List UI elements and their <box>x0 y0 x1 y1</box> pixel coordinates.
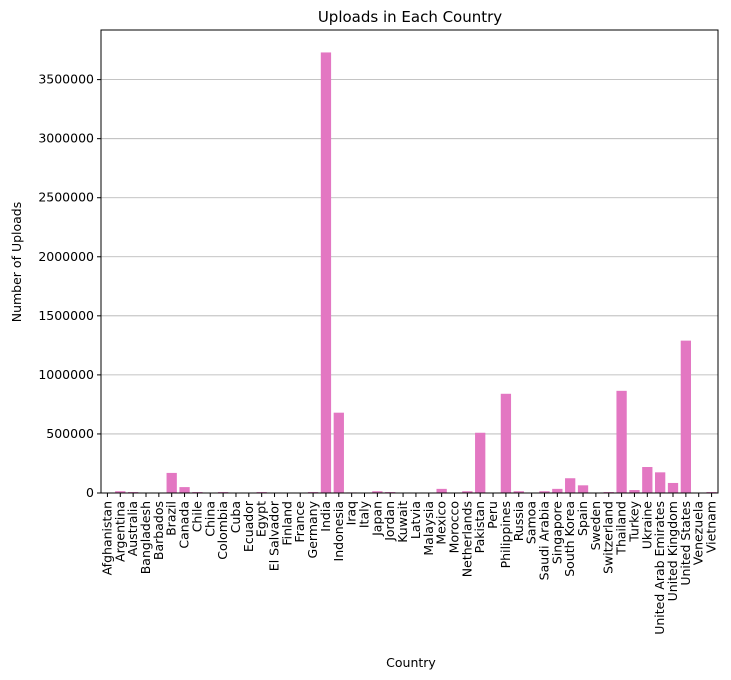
x-tick-label: Brazil <box>164 501 179 536</box>
y-gridlines <box>101 79 718 435</box>
x-tick-label: Ecuador <box>241 500 256 552</box>
x-axis-label: Country <box>386 655 436 670</box>
bar-argentina <box>115 491 126 493</box>
x-tick-label: Egypt <box>254 501 269 537</box>
x-tick-label: Argentina <box>112 501 127 562</box>
x-tick-label: Morocco <box>446 501 461 553</box>
y-tick-label: 2500000 <box>38 190 94 205</box>
x-tick-label: Peru <box>485 501 500 529</box>
y-tick-label: 1500000 <box>38 308 94 323</box>
y-tick-label: 2000000 <box>38 249 94 264</box>
x-tick-label: Japan <box>369 501 384 537</box>
x-tick-label: United Arab Emirates <box>652 501 667 635</box>
x-tick-label: France <box>292 501 307 543</box>
bar-netherlands <box>462 491 473 493</box>
x-tick-label: China <box>202 501 217 537</box>
x-axis-ticks: AfghanistanArgentinaAustraliaBangladeshB… <box>99 493 719 635</box>
x-tick-label: Afghanistan <box>99 501 114 575</box>
bar-united-kingdom <box>667 482 679 493</box>
x-tick-label: South Korea <box>562 501 577 577</box>
x-tick-label: Vietnam <box>704 501 719 553</box>
x-tick-label: Spain <box>575 501 590 536</box>
y-tick-label: 3500000 <box>38 72 94 87</box>
x-tick-label: Canada <box>177 501 192 549</box>
x-tick-label: Thailand <box>614 501 629 556</box>
x-tick-label: Sweden <box>588 501 603 550</box>
x-tick-label: Switzerland <box>601 501 616 574</box>
bar-philippines <box>500 393 512 493</box>
bar-ukraine <box>642 467 653 493</box>
bar-japan <box>372 491 383 493</box>
x-tick-label: Venezuela <box>691 501 706 565</box>
bar-singapore <box>552 488 563 493</box>
x-tick-label: Barbados <box>151 501 166 560</box>
x-tick-label: United States <box>678 501 693 586</box>
bar-united-states <box>680 340 692 493</box>
bar-canada <box>179 487 190 493</box>
y-axis-ticks: 0 500000 1000000 1500000 2000000 2500000 30000… <box>38 72 101 500</box>
x-tick-label: Jordan <box>382 501 397 542</box>
bar-pakistan <box>475 432 486 493</box>
x-tick-label: Pakistan <box>472 501 487 553</box>
x-tick-label: Turkey <box>626 500 641 542</box>
x-tick-label: El Salvador <box>267 500 282 571</box>
bar-india <box>320 52 332 494</box>
bar-russia <box>513 491 524 493</box>
x-tick-label: Finland <box>279 501 294 546</box>
bar-brazil <box>166 472 177 493</box>
x-tick-label: Ukraine <box>639 501 654 550</box>
x-tick-label: Chile <box>189 501 204 533</box>
x-tick-label: Latvia <box>408 501 423 539</box>
bar-united-arab-emirates <box>655 472 666 493</box>
x-tick-label: Netherlands <box>459 501 474 577</box>
x-tick-label: Singapore <box>549 501 564 564</box>
bar-saudi-arabia <box>539 491 550 493</box>
bar-thailand <box>616 390 627 493</box>
x-tick-label: Germany <box>305 500 320 558</box>
plot-frame <box>100 29 719 494</box>
y-tick-label: 1000000 <box>38 367 94 382</box>
bar-indonesia <box>333 412 344 493</box>
x-tick-label: United Kingdom <box>665 501 680 601</box>
x-tick-label: Bangladesh <box>138 501 153 574</box>
x-tick-label: Kuwait <box>395 501 410 543</box>
x-tick-label: Philippines <box>498 501 513 568</box>
x-tick-label: Cuba <box>228 501 243 533</box>
y-axis-label: Number of Uploads <box>9 202 24 323</box>
x-tick-label: Italy <box>357 500 372 528</box>
x-tick-label: India <box>318 501 333 532</box>
bar-turkey <box>629 490 640 493</box>
x-tick-label: Samoa <box>524 501 539 544</box>
x-tick-label: Iraq <box>344 501 359 525</box>
x-tick-label: Saudi Arabia <box>536 501 551 580</box>
bar-spain <box>577 485 589 493</box>
x-tick-label: Malaysia <box>421 501 436 556</box>
y-tick-label: 500000 <box>46 426 94 441</box>
bar-mexico <box>436 488 447 493</box>
y-tick-label: 3000000 <box>38 131 94 146</box>
x-tick-label: Colombia <box>215 501 230 560</box>
x-tick-label: Mexico <box>434 501 449 545</box>
chart-title: Uploads in Each Country <box>318 8 502 26</box>
x-tick-label: Russia <box>511 501 526 541</box>
x-tick-label: Indonesia <box>331 501 346 561</box>
x-tick-label: Australia <box>125 501 140 556</box>
y-tick-label: 0 <box>86 485 94 500</box>
bar-south-korea <box>565 478 576 493</box>
